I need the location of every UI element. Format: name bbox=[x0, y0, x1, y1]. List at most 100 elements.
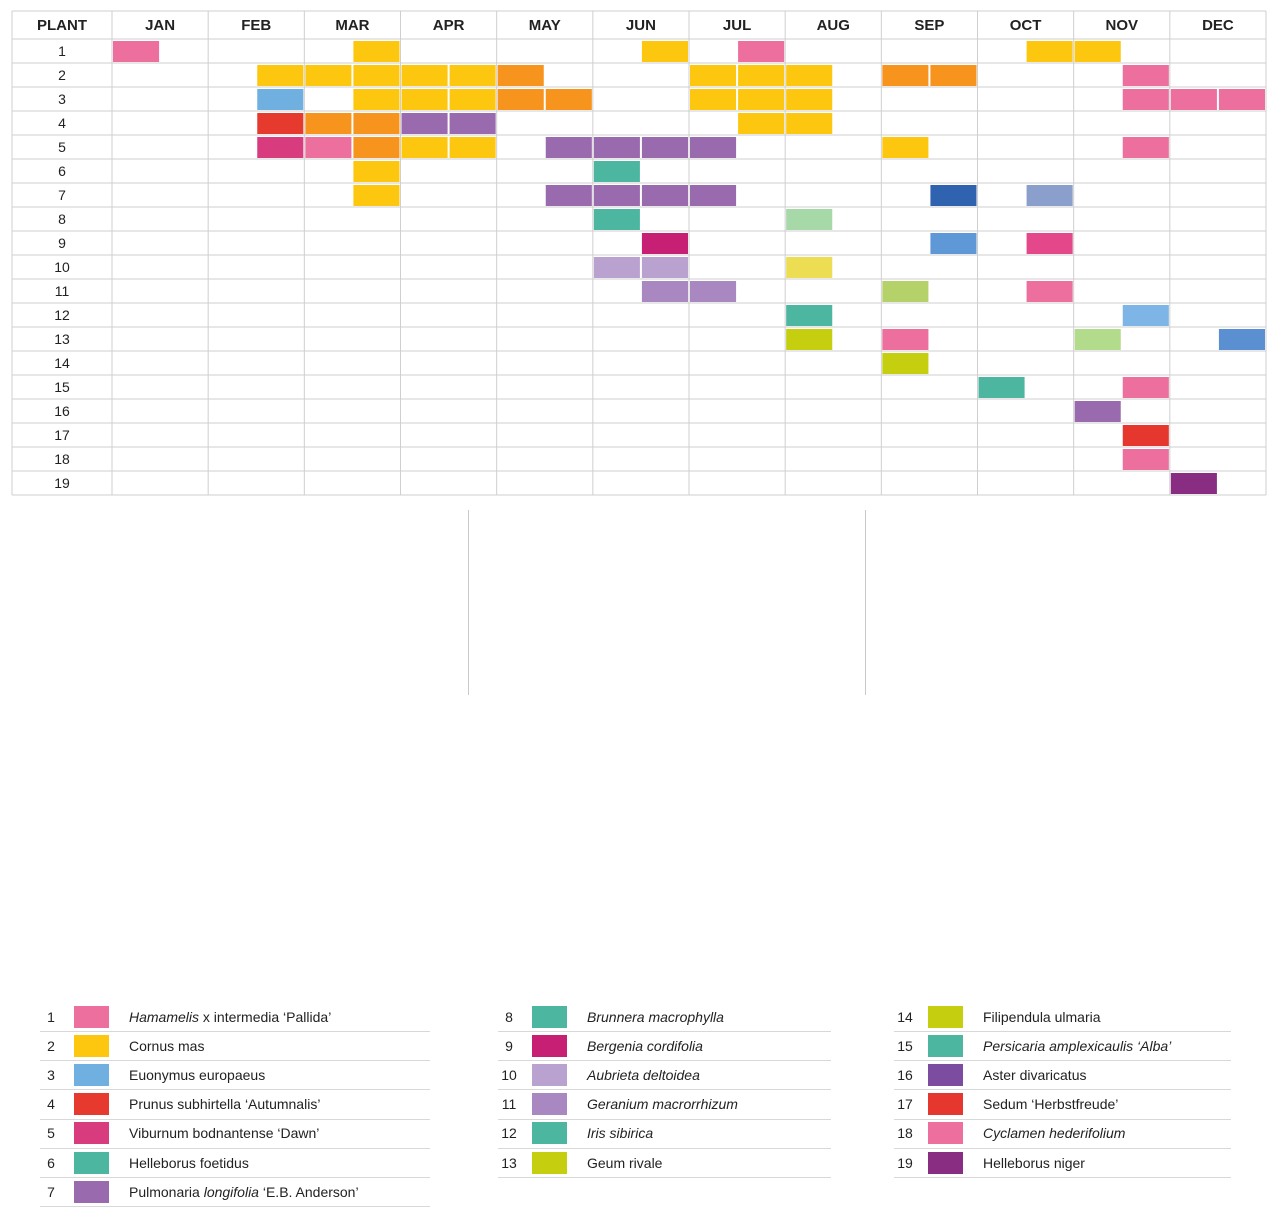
legend-item: 15 Persicaria amplexicaulis ‘Alba’ bbox=[894, 1031, 1231, 1062]
legend-swatch bbox=[532, 1151, 567, 1174]
flowering-cell-plant-12 bbox=[1122, 305, 1169, 326]
legend-item: 6 Helleborus foetidus bbox=[40, 1148, 430, 1178]
legend-number: 5 bbox=[47, 1125, 55, 1142]
legend-plant-name: Viburnum bodnantense ‘Dawn’ bbox=[129, 1125, 320, 1142]
legend-number: 6 bbox=[47, 1154, 55, 1171]
plant-row-label: 9 bbox=[58, 235, 66, 251]
legend-item: 2 Cornus mas bbox=[40, 1031, 430, 1062]
legend-swatch bbox=[74, 1151, 109, 1174]
legend-plant-name: Prunus subhirtella ‘Autumnalis’ bbox=[129, 1096, 321, 1113]
flowering-cell-plant-2 bbox=[1122, 65, 1169, 86]
flowering-cell-plant-10 bbox=[786, 257, 833, 278]
legend-plant-name: Bergenia cordifolia bbox=[587, 1037, 703, 1054]
legend-number: 2 bbox=[47, 1037, 55, 1054]
flowering-cell-plant-3 bbox=[353, 89, 400, 110]
legend-item: 9 Bergenia cordifolia bbox=[498, 1031, 831, 1062]
flowering-cell-plant-2 bbox=[930, 65, 977, 86]
flowering-cell-plant-19 bbox=[1170, 473, 1217, 494]
legend-number: 10 bbox=[501, 1066, 517, 1083]
legend-number: 14 bbox=[897, 1008, 913, 1025]
legend-number: 3 bbox=[47, 1066, 55, 1083]
flowering-cell-plant-3 bbox=[786, 89, 833, 110]
flowering-cell-plant-14 bbox=[882, 353, 929, 374]
flowering-cell-plant-5 bbox=[401, 137, 448, 158]
flowering-cell-plant-3 bbox=[1218, 89, 1265, 110]
legend-number: 1 bbox=[47, 1008, 55, 1025]
flowering-cell-plant-3 bbox=[401, 89, 448, 110]
legend-swatch bbox=[532, 1005, 567, 1028]
flowering-cell-plant-13 bbox=[1218, 329, 1265, 350]
flowering-cell-plant-13 bbox=[786, 329, 833, 350]
flowering-cell-plant-9 bbox=[930, 233, 977, 254]
legend-plant-name: Geranium macrorrhizum bbox=[587, 1096, 738, 1113]
plant-row-label: 12 bbox=[54, 307, 70, 323]
plant-row-label: 5 bbox=[58, 139, 66, 155]
flowering-cell-plant-4 bbox=[738, 113, 785, 134]
flowering-cell-plant-2 bbox=[882, 65, 929, 86]
legend-swatch bbox=[928, 1063, 963, 1086]
plant-row-label: 4 bbox=[58, 115, 66, 131]
flowering-cell-plant-5 bbox=[1122, 137, 1169, 158]
plant-column-header: PLANT bbox=[37, 17, 87, 34]
legend-plant-name: Aubrieta deltoidea bbox=[587, 1066, 700, 1083]
month-header-aug: AUG bbox=[817, 17, 850, 34]
flowering-cell-plant-18 bbox=[1122, 449, 1169, 470]
legend-plant-name: Helleborus niger bbox=[983, 1154, 1085, 1171]
flowering-cell-plant-7 bbox=[353, 185, 400, 206]
legend-swatch bbox=[74, 1063, 109, 1086]
legend-item: 17 Sedum ‘Herbstfreude’ bbox=[894, 1090, 1231, 1120]
flowering-cell-plant-2 bbox=[353, 65, 400, 86]
flowering-cell-plant-4 bbox=[353, 113, 400, 134]
month-header-jun: JUN bbox=[626, 17, 656, 34]
month-header-oct: OCT bbox=[1010, 17, 1042, 34]
flowering-cell-plant-8 bbox=[786, 209, 833, 230]
flowering-cell-plant-3 bbox=[257, 89, 304, 110]
plant-row-label: 6 bbox=[58, 163, 66, 179]
flowering-cell-plant-17 bbox=[1122, 425, 1169, 446]
legend-swatch bbox=[74, 1005, 109, 1028]
flowering-cell-plant-5 bbox=[449, 137, 496, 158]
flowering-cell-plant-11 bbox=[690, 281, 737, 302]
flowering-cell-plant-13 bbox=[882, 329, 929, 350]
legend-swatch bbox=[74, 1034, 109, 1057]
legend-plant-name: Cyclamen hederifolium bbox=[983, 1125, 1126, 1142]
legend-item: 13 Geum rivale bbox=[498, 1148, 831, 1178]
legend-plant-name: Filipendula ulmaria bbox=[983, 1008, 1101, 1025]
plant-row-label: 11 bbox=[55, 283, 70, 299]
flowering-cell-plant-2 bbox=[401, 65, 448, 86]
flowering-cell-plant-6 bbox=[353, 161, 400, 182]
flowering-cell-plant-3 bbox=[738, 89, 785, 110]
legend-item: 18 Cyclamen hederifolium bbox=[894, 1119, 1231, 1149]
legend-number: 11 bbox=[501, 1096, 517, 1113]
flowering-cell-plant-12 bbox=[786, 305, 833, 326]
legend-plant-name: Sedum ‘Herbstfreude’ bbox=[983, 1096, 1119, 1113]
flowering-cell-plant-2 bbox=[497, 65, 544, 86]
legend-swatch bbox=[74, 1122, 109, 1145]
legend-swatch bbox=[74, 1180, 109, 1203]
legend-swatch bbox=[532, 1063, 567, 1086]
legend-plant-name: Aster divaricatus bbox=[983, 1066, 1087, 1083]
month-header-mar: MAR bbox=[335, 17, 369, 34]
flowering-cell-plant-4 bbox=[401, 113, 448, 134]
legend-plant-name: Persicaria amplexicaulis ‘Alba’ bbox=[983, 1037, 1172, 1054]
flowering-cell-plant-3 bbox=[449, 89, 496, 110]
flowering-cell-plant-2 bbox=[690, 65, 737, 86]
flowering-cell-plant-15 bbox=[978, 377, 1025, 398]
legend-number: 17 bbox=[897, 1096, 913, 1113]
flowering-cell-plant-3 bbox=[497, 89, 544, 110]
flowering-cell-plant-9 bbox=[641, 233, 688, 254]
flowering-cell-plant-2 bbox=[305, 65, 352, 86]
legend-swatch bbox=[928, 1151, 963, 1174]
flowering-cell-plant-7 bbox=[545, 185, 592, 206]
month-header-feb: FEB bbox=[241, 17, 271, 34]
flowering-cell-plant-13 bbox=[1074, 329, 1121, 350]
plant-row-label: 2 bbox=[58, 67, 66, 83]
flowering-cell-plant-2 bbox=[786, 65, 833, 86]
legend-plant-name: Iris sibirica bbox=[587, 1125, 654, 1142]
flowering-cell-plant-3 bbox=[545, 89, 592, 110]
flowering-cell-plant-11 bbox=[1026, 281, 1073, 302]
flowering-cell-plant-5 bbox=[545, 137, 592, 158]
legend-item: 19 Helleborus niger bbox=[894, 1148, 1231, 1178]
plant-row-label: 3 bbox=[58, 91, 66, 107]
legend-number: 8 bbox=[505, 1008, 513, 1025]
